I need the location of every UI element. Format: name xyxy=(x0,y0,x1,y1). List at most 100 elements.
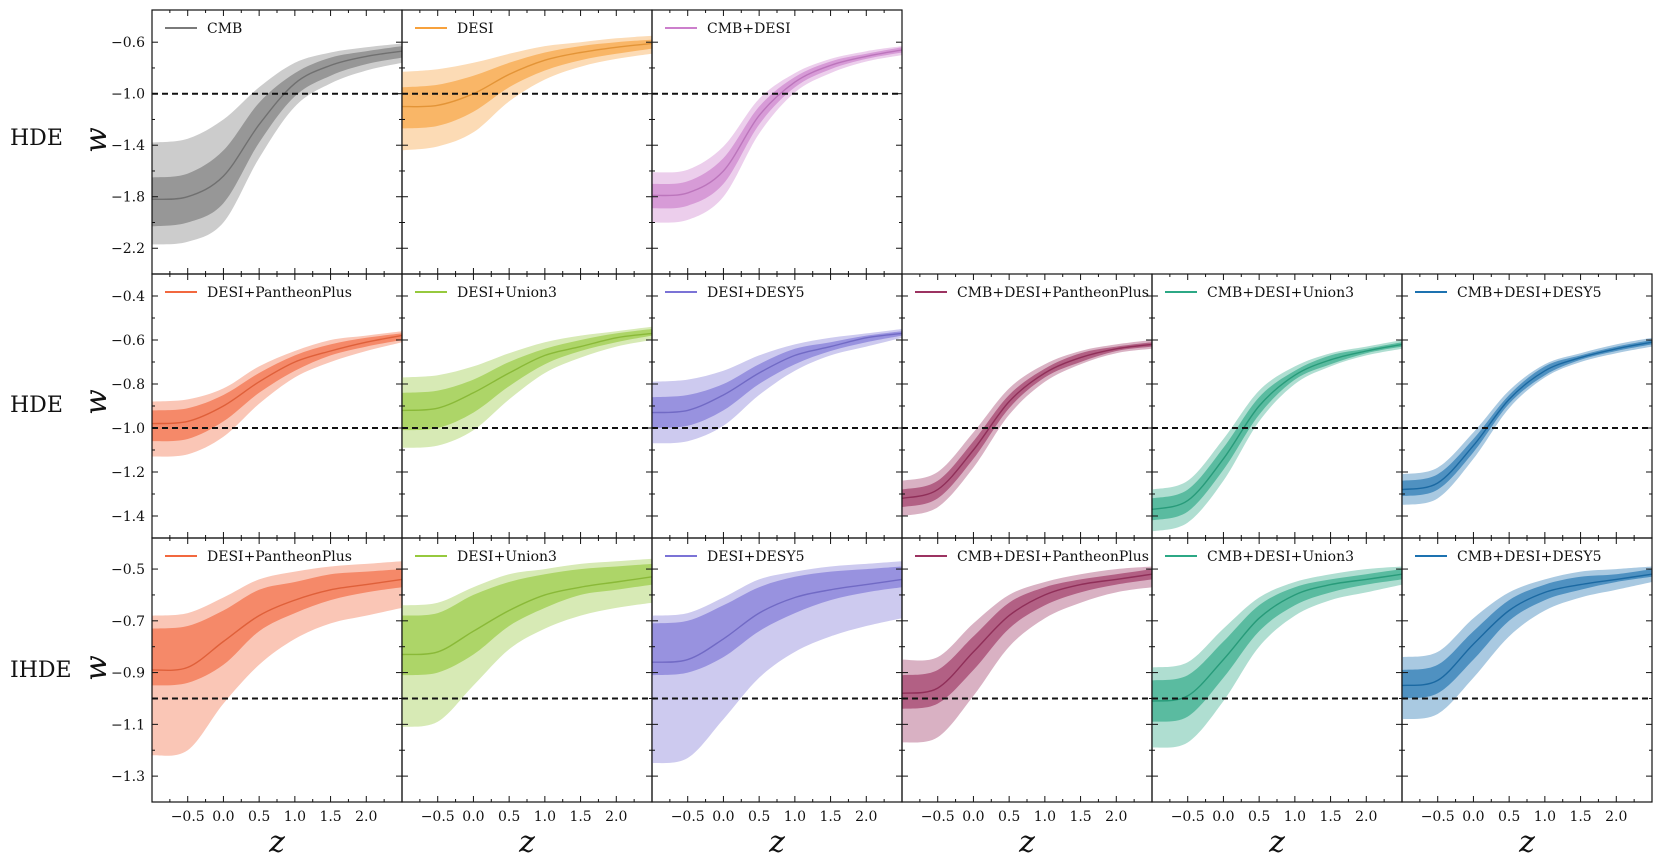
x-tick-label: 1.5 xyxy=(569,809,591,825)
plot-area xyxy=(652,46,902,223)
outer-band-95 xyxy=(1152,340,1402,532)
inner-band-68 xyxy=(1402,569,1652,699)
row-label-hde-middle: HDE xyxy=(10,393,63,418)
x-tick-label: 0.0 xyxy=(1212,809,1234,825)
x-tick-label: 0.0 xyxy=(962,809,984,825)
y-tick-label: −1.8 xyxy=(111,190,145,206)
legend-label: CMB+DESI+PantheonPlus xyxy=(957,285,1149,301)
x-tick-label: 0.0 xyxy=(212,809,234,825)
panel-1-2: DESI xyxy=(401,9,653,275)
x-tick-label: 2.0 xyxy=(855,809,877,825)
panel-frame xyxy=(1401,273,1653,539)
outer-band-95 xyxy=(1152,566,1402,748)
x-tick-label: −0.5 xyxy=(671,809,705,825)
plot-area xyxy=(152,331,402,457)
legend-label: DESI+Union3 xyxy=(457,285,557,301)
x-tick-label: 0.0 xyxy=(712,809,734,825)
panel-frame xyxy=(651,9,903,275)
mean-curve xyxy=(402,576,652,656)
panel-3-4: −0.5 0.0 0.5 1.0 1.5 2.0 CMB+DESI+PantheonPlus xyxy=(901,537,1153,825)
inner-band-68 xyxy=(402,563,652,676)
x-tick-label: 2.0 xyxy=(355,809,377,825)
x-tick-label: −0.5 xyxy=(1171,809,1205,825)
plot-area xyxy=(1152,340,1402,532)
plot-area xyxy=(652,561,902,764)
x-tick-label: 0.5 xyxy=(748,809,770,825)
plot-area xyxy=(402,558,652,727)
x-tick-label: −0.5 xyxy=(921,809,955,825)
outer-band-95 xyxy=(902,340,1152,516)
plot-area xyxy=(1402,566,1652,720)
mean-curve xyxy=(152,578,402,672)
mean-curve xyxy=(902,343,1152,500)
y-axis-label-row-3: w xyxy=(79,655,114,681)
y-tick-label: −1.0 xyxy=(111,421,145,437)
plot-area xyxy=(902,340,1152,516)
legend-label: CMB+DESI xyxy=(707,21,791,37)
x-tick-label: 1.0 xyxy=(784,809,806,825)
x-tick-label: 0.0 xyxy=(1462,809,1484,825)
plot-area xyxy=(1152,566,1402,748)
outer-band-95 xyxy=(402,35,652,151)
x-axis-labels: z z z z z z xyxy=(268,825,1535,860)
outer-band-95 xyxy=(152,561,402,756)
x-tick-label: 0.5 xyxy=(1498,809,1520,825)
x-tick-label: 0.5 xyxy=(998,809,1020,825)
plot-area xyxy=(902,566,1152,743)
panel-2-3: DESI+DESY5 xyxy=(651,273,903,539)
inner-band-68 xyxy=(902,569,1152,709)
legend-label: DESI+DESY5 xyxy=(707,285,804,301)
y-tick-label: −0.4 xyxy=(111,289,145,305)
outer-band-95 xyxy=(1402,566,1652,720)
panel-2-2: DESI+Union3 xyxy=(401,273,653,539)
inner-band-68 xyxy=(402,39,652,129)
inner-band-68 xyxy=(152,569,402,686)
inner-band-68 xyxy=(1152,342,1402,521)
x-tick-label: 0.5 xyxy=(498,809,520,825)
panel-3-5: −0.5 0.0 0.5 1.0 1.5 2.0 CMB+DESI+Union3 xyxy=(1151,537,1403,825)
x-tick-label: 0.5 xyxy=(248,809,270,825)
outer-band-95 xyxy=(902,566,1152,743)
y-tick-label: −1.0 xyxy=(111,87,145,103)
y-tick-label: −0.8 xyxy=(111,377,145,393)
x-axis-label-col-2: z xyxy=(518,825,535,860)
panel-3-3: −0.5 0.0 0.5 1.0 1.5 2.0 DESI+DESY5 xyxy=(651,537,903,825)
plot-area xyxy=(152,43,402,245)
legend-label: CMB+DESI+Union3 xyxy=(1207,285,1354,301)
legend-label: DESI+Union3 xyxy=(457,549,557,565)
mean-curve xyxy=(902,573,1152,694)
y-axis-label-row-1: w xyxy=(79,127,114,153)
x-tick-label: 0.5 xyxy=(1248,809,1270,825)
x-tick-label: 1.5 xyxy=(819,809,841,825)
plot-area xyxy=(402,35,652,151)
x-tick-label: −0.5 xyxy=(421,809,455,825)
panel-2-6: CMB+DESI+DESY5 xyxy=(1401,273,1653,539)
inner-band-68 xyxy=(1152,569,1402,722)
x-tick-label: −0.5 xyxy=(171,809,205,825)
panel-3-1: −0.5 −0.7 −0.9 −1.1 −1.3 −0.5 0.0 0.5 1.0 1.5 2.0 D… xyxy=(111,537,403,825)
x-tick-label: 2.0 xyxy=(1105,809,1127,825)
legend-label: DESI+PantheonPlus xyxy=(207,285,352,301)
plot-area xyxy=(152,561,402,756)
y-tick-label: −0.9 xyxy=(111,666,145,682)
x-tick-label: 2.0 xyxy=(1355,809,1377,825)
mean-curve xyxy=(1402,341,1652,491)
panel-2-4: CMB+DESI+PantheonPlus xyxy=(901,273,1153,539)
x-tick-label: 2.0 xyxy=(1605,809,1627,825)
panel-2-1: −0.4 −0.6 −0.8 −1.0 −1.2 −1.4 DESI+PantheonPlu… xyxy=(111,273,403,539)
mean-curve xyxy=(652,332,902,414)
row-label-ihde: IHDE xyxy=(10,658,72,683)
mean-curve xyxy=(152,50,402,201)
y-tick-label: −1.4 xyxy=(111,138,145,154)
legend-label: DESI xyxy=(457,21,494,37)
panel-1-3: CMB+DESI xyxy=(651,9,903,275)
outer-band-95 xyxy=(402,326,652,448)
x-tick-label: 2.0 xyxy=(605,809,627,825)
mean-curve xyxy=(1152,573,1402,702)
x-tick-label: 1.5 xyxy=(1319,809,1341,825)
legend-label: DESI+DESY5 xyxy=(707,549,804,565)
x-axis-label-col-6: z xyxy=(1518,825,1535,860)
x-tick-label: 1.5 xyxy=(1569,809,1591,825)
y-tick-label: −0.7 xyxy=(111,614,145,630)
